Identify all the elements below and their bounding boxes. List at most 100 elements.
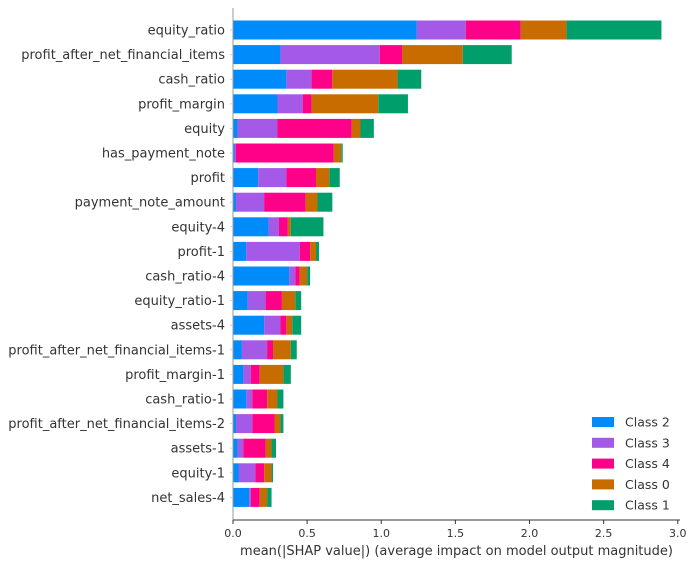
category-label: cash_ratio-4 xyxy=(145,270,225,285)
bar-segment-equity-4-class-2 xyxy=(233,217,269,237)
bar-segment-net_sales-4-class-2 xyxy=(233,487,250,507)
bar-segment-profit_margin-1-class-2 xyxy=(233,364,244,384)
bar-segment-equity-class-2 xyxy=(233,118,238,138)
category-label: profit_after_net_financial_items-1 xyxy=(8,343,225,358)
bar-segment-profit_margin-1-class-3 xyxy=(243,364,251,384)
bar-segment-cash_ratio-4-class-1 xyxy=(307,266,311,286)
category-labels: equity_ratio profit_after_net_financial_i… xyxy=(8,24,233,506)
bar-segment-profit_margin-1-class-4 xyxy=(250,364,260,384)
bar-segment-assets-4-class-3 xyxy=(264,315,281,335)
bar-segment-cash_ratio-1-class-0 xyxy=(267,389,278,409)
bar-segment-equity-class-3 xyxy=(237,118,278,138)
bar-segment-equity_ratio-1-class-0 xyxy=(281,291,296,311)
bar-segment-net_sales-4-class-4 xyxy=(250,487,260,507)
legend-label: Class 1 xyxy=(625,498,670,513)
bar-segment-profit_after_net_financial_items-class-4 xyxy=(379,45,403,65)
bar-segment-assets-4-class-4 xyxy=(280,315,287,335)
bar-segment-assets-1-class-3 xyxy=(237,438,244,458)
bar-segment-cash_ratio-4-class-3 xyxy=(289,266,296,286)
x-tick-label: 3.0 xyxy=(669,527,687,540)
bar-segment-profit_margin-class-1 xyxy=(378,94,408,114)
legend-label: Class 3 xyxy=(625,435,670,450)
category-label: profit_after_net_financial_items xyxy=(21,48,225,63)
bar-segment-profit_after_net_financial_items-2-class-1 xyxy=(280,414,284,434)
bar-segment-profit_margin-class-0 xyxy=(311,94,379,114)
category-label: has_payment_note xyxy=(102,147,225,162)
bar-segment-profit-class-1 xyxy=(329,168,340,188)
category-label: cash_ratio xyxy=(158,73,225,88)
bar-segment-equity-class-0 xyxy=(351,118,361,138)
category-label: payment_note_amount xyxy=(75,196,225,211)
bar-segment-net_sales-4-class-1 xyxy=(267,487,272,507)
bar-segment-payment_note_amount-class-0 xyxy=(305,192,318,212)
bar-segment-equity_ratio-1-class-2 xyxy=(233,291,248,311)
bar-segment-profit-class-3 xyxy=(258,168,287,188)
bar-segment-cash_ratio-class-0 xyxy=(332,69,398,89)
bar-segment-cash_ratio-class-2 xyxy=(233,69,287,89)
bar-segment-profit-1-class-4 xyxy=(299,241,311,261)
bar-segment-net_sales-4-class-0 xyxy=(259,487,268,507)
bar-segment-assets-1-class-0 xyxy=(265,438,272,458)
bar-segment-profit_after_net_financial_items-2-class-4 xyxy=(252,414,275,434)
category-label: profit_after_net_financial_items-2 xyxy=(8,417,225,432)
category-label: equity_ratio xyxy=(148,24,225,39)
bar-segment-profit-class-0 xyxy=(316,168,330,188)
bar-segment-payment_note_amount-class-3 xyxy=(235,192,265,212)
legend-swatch-class-4 xyxy=(592,458,614,469)
bar-segment-equity_ratio-1-class-1 xyxy=(295,291,302,311)
x-axis-title: mean(|SHAP value|) (average impact on mo… xyxy=(240,544,673,559)
category-label: equity-1 xyxy=(171,466,225,481)
category-label: net_sales-4 xyxy=(151,491,225,506)
bar-segment-profit-1-class-1 xyxy=(316,241,319,261)
bar-segment-equity_ratio-1-class-3 xyxy=(247,291,266,311)
category-label: profit xyxy=(190,171,225,186)
x-tick-label: 2.5 xyxy=(595,527,613,540)
legend-label: Class 4 xyxy=(625,456,670,471)
bar-segment-assets-1-class-1 xyxy=(271,438,276,458)
x-tick-label: 0.5 xyxy=(298,527,316,540)
bar-segment-equity-1-class-0 xyxy=(264,463,272,483)
category-label: equity_ratio-1 xyxy=(134,294,225,309)
bar-segment-equity_ratio-class-2 xyxy=(233,20,417,40)
bar-segment-profit_after_net_financial_items-class-0 xyxy=(402,45,463,65)
bar-segment-has_payment_note-class-3 xyxy=(234,143,236,163)
bar-segment-equity-class-4 xyxy=(277,118,352,138)
bar-segment-profit_after_net_financial_items-2-class-2 xyxy=(233,414,236,434)
bar-segment-cash_ratio-1-class-3 xyxy=(246,389,253,409)
category-label: equity-4 xyxy=(171,220,225,235)
category-label: profit-1 xyxy=(177,245,225,260)
bar-segment-equity-4-class-3 xyxy=(268,217,279,237)
bar-segment-profit_after_net_financial_items-1-class-2 xyxy=(233,340,242,360)
bar-segment-has_payment_note-class-4 xyxy=(235,143,334,163)
legend-swatch-class-2 xyxy=(592,417,614,427)
legend-label: Class 0 xyxy=(625,477,670,492)
bar-segment-profit_after_net_financial_items-class-2 xyxy=(233,45,281,65)
bar-segment-equity-4-class-1 xyxy=(290,217,324,237)
category-label: profit_margin-1 xyxy=(125,368,225,383)
legend: Class 2 Class 3 Class 4 Class 0 Class 1 xyxy=(592,415,670,513)
bar-segment-profit_after_net_financial_items-1-class-1 xyxy=(290,340,297,360)
bar-segment-profit_margin-class-4 xyxy=(302,94,312,114)
bar-segment-equity-1-class-3 xyxy=(238,463,256,483)
category-label: equity xyxy=(184,122,225,137)
bar-segment-profit_after_net_financial_items-1-class-3 xyxy=(241,340,268,360)
category-label: assets-4 xyxy=(171,319,225,334)
bar-segment-profit_margin-1-class-0 xyxy=(259,364,284,384)
bar-segment-profit_after_net_financial_items-class-1 xyxy=(462,45,512,65)
bar-segment-profit-class-4 xyxy=(286,168,317,188)
bar-segment-assets-4-class-1 xyxy=(292,315,302,335)
bar-segment-cash_ratio-class-4 xyxy=(311,69,333,89)
bar-segment-equity-1-class-1 xyxy=(271,463,274,483)
bar-segment-has_payment_note-class-1 xyxy=(341,143,343,163)
bar-segment-net_sales-4-class-3 xyxy=(249,487,251,507)
bar-segment-profit-1-class-0 xyxy=(310,241,317,261)
bar-segment-cash_ratio-1-class-4 xyxy=(252,389,268,409)
bar-segment-cash_ratio-4-class-0 xyxy=(299,266,308,286)
bar-segment-profit_margin-1-class-1 xyxy=(283,364,291,384)
bar-segment-profit_after_net_financial_items-class-3 xyxy=(280,45,380,65)
x-tick-label: 2.0 xyxy=(521,527,539,540)
category-label: assets-1 xyxy=(171,442,225,457)
legend-label: Class 2 xyxy=(625,415,670,430)
